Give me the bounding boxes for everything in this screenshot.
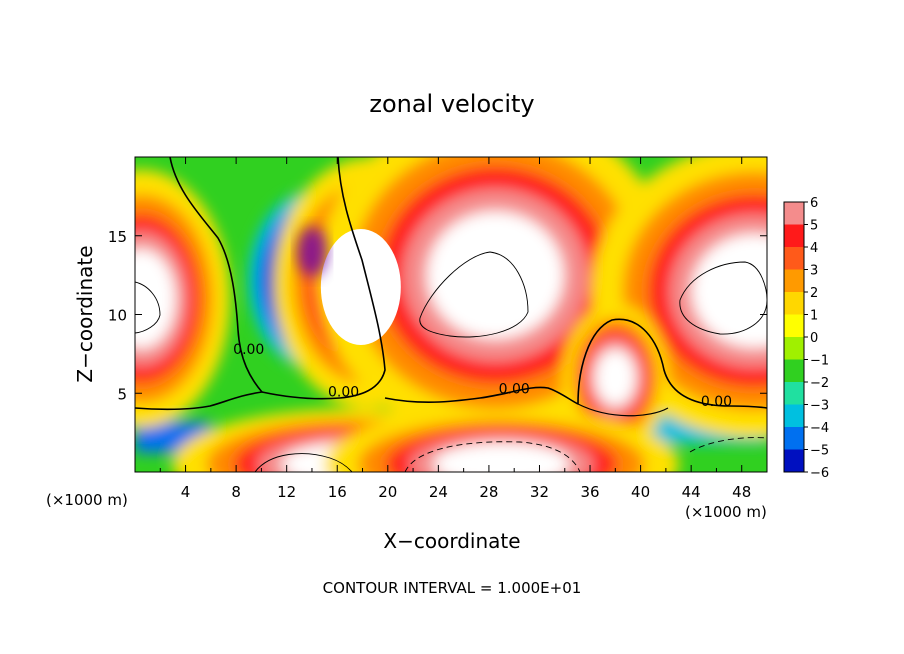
x-tick-label: 20 [378, 483, 397, 501]
x-tick-label: 44 [682, 483, 701, 501]
velocity-field [135, 157, 767, 472]
contour-interval-note: CONTOUR INTERVAL = 1.000E+01 [323, 579, 582, 597]
x-axis: 4 8 12 16 20 24 28 32 36 40 44 48 [159, 157, 751, 501]
colorbar-label: −2 [810, 376, 829, 391]
y-axis-label: Z−coordinate [73, 245, 97, 382]
colorbar-label: −6 [810, 466, 829, 481]
colorbar-segment [784, 449, 804, 473]
x-tick-label: 16 [328, 483, 347, 501]
x-unit-right: (×1000 m) [685, 503, 767, 521]
positive-region [433, 442, 570, 472]
colorbar-label: −5 [810, 444, 829, 459]
zero-contour-right [577, 318, 767, 409]
thin-contour-bottom [254, 453, 353, 472]
x-tick-label: 12 [277, 483, 296, 501]
colorbar-label: −3 [810, 399, 829, 414]
positive-contour-left [135, 281, 161, 334]
colorbar-segment [784, 427, 804, 450]
x-tick-label: 8 [231, 483, 241, 501]
colorbar-segment [784, 359, 804, 383]
positive-region [426, 211, 564, 339]
y-tick-label: 10 [108, 307, 127, 325]
positive-region [135, 249, 176, 349]
x-tick-label: 4 [181, 483, 191, 501]
chart-title: zonal velocity [369, 90, 534, 118]
colorbar-label: 0 [810, 331, 818, 346]
plot-area: 0.00 0.00 0.00 0.00 [134, 156, 768, 473]
contour-label: 0.00 [701, 394, 732, 410]
colorbar-label: 6 [810, 196, 818, 211]
vortex-core [320, 229, 401, 345]
x-unit-left: (×1000 m) [46, 491, 128, 509]
colorbar-label: −4 [810, 421, 829, 436]
field-shading [135, 157, 767, 472]
x-tick-label: 28 [479, 483, 498, 501]
colorbar-segment [784, 292, 804, 315]
contour-label: 0.00 [233, 342, 264, 358]
colorbar-label: 4 [810, 241, 818, 256]
zero-contour-middle [261, 157, 386, 400]
contour-label: 0.00 [499, 381, 530, 397]
x-tick-label: 36 [580, 483, 599, 501]
x-tick-label: 32 [530, 483, 549, 501]
x-tick-label: 24 [429, 483, 448, 501]
contour-lines [135, 157, 767, 472]
positive-contour-center [419, 251, 529, 338]
colorbar-segment [784, 247, 804, 270]
colorbar-label: −1 [810, 354, 829, 369]
colorbar-segment [784, 269, 804, 293]
colorbar-label: 3 [810, 264, 818, 279]
colorbar-label: 2 [810, 286, 818, 301]
colorbar: 6 5 4 3 2 1 0 −1 −2 −3 −4 −5 −6 [783, 196, 829, 481]
dashed-contour-bottom-right [689, 437, 767, 453]
y-axis: 5 10 15 [108, 228, 767, 403]
colorbar-segment [784, 404, 804, 428]
contour-label: 0.00 [328, 384, 359, 400]
zero-contour-ring [577, 403, 669, 417]
colorbar-label: 1 [810, 309, 818, 324]
y-tick-label: 15 [108, 228, 127, 246]
colorbar-segment [784, 382, 804, 405]
colorbar-segment [784, 337, 804, 360]
colorbar-segment [784, 224, 804, 248]
dashed-contour-bottom [404, 441, 581, 472]
negative-minimum [296, 226, 328, 277]
contour-labels: 0.00 0.00 0.00 0.00 [233, 342, 732, 410]
x-axis-label: X−coordinate [383, 529, 520, 553]
x-tick-label: 48 [732, 483, 751, 501]
zero-contour-left [135, 157, 264, 411]
x-tick-label: 40 [631, 483, 650, 501]
y-tick-label: 5 [117, 385, 127, 403]
positive-region [594, 349, 636, 406]
positive-contour-right [679, 261, 767, 335]
colorbar-segment [784, 202, 804, 225]
zero-contour-band [384, 386, 579, 405]
colorbar-segment [784, 314, 804, 338]
colorbar-label: 5 [810, 219, 818, 234]
